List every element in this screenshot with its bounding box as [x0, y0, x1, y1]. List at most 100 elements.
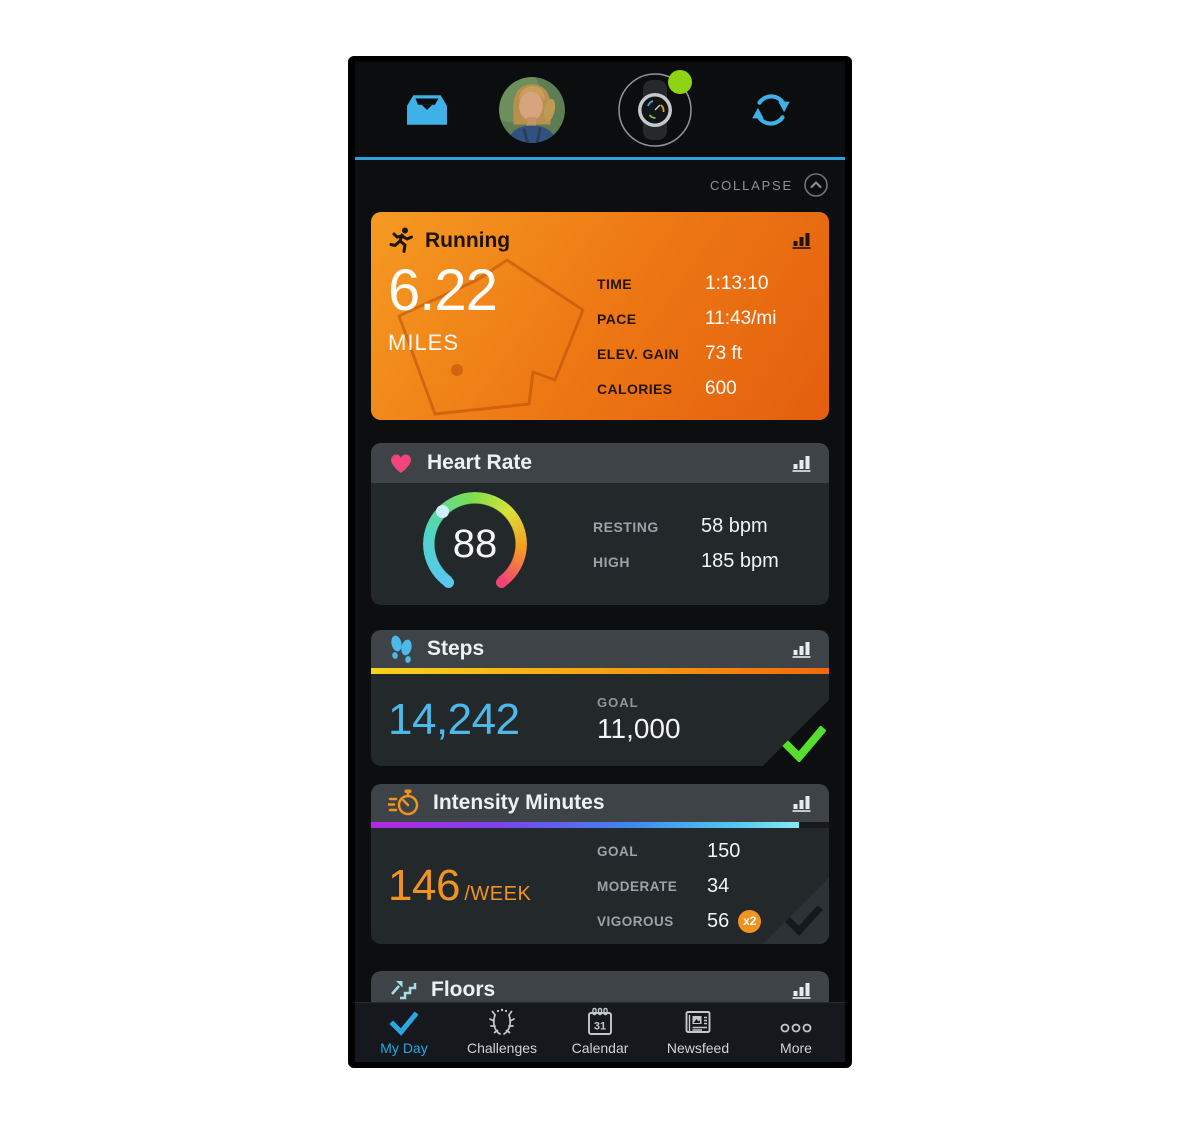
stat-label: RESTING	[593, 518, 659, 535]
heart-rate-card-title: Heart Rate	[427, 451, 533, 474]
double-credit-badge: x2	[738, 909, 762, 933]
intensity-details-button[interactable]	[792, 795, 812, 812]
stat-value: 600	[705, 377, 737, 399]
floors-climbed-icon	[391, 981, 417, 1000]
avatar-image	[499, 76, 566, 143]
steps-card-title: Steps	[427, 637, 485, 660]
heart-rate-card[interactable]: Heart Rate 88	[371, 443, 829, 605]
floors-card[interactable]: Floors	[371, 971, 829, 1002]
my-day-check-icon	[389, 1008, 419, 1036]
bar-chart-icon	[792, 233, 811, 249]
intensity-minutes-card[interactable]: Intensity Minutes 146 /WEEK	[371, 784, 829, 944]
stat-value: 58 bpm	[701, 515, 768, 537]
nav-label: My Day	[380, 1040, 428, 1056]
intensity-primary: 146 /WEEK	[388, 861, 597, 911]
app-screen: COLLAPSE	[355, 62, 845, 1062]
stat-row: VIGOROUS 56 x2	[597, 904, 762, 939]
floors-details-button[interactable]	[792, 982, 812, 999]
laurel-wreath-icon	[487, 1008, 517, 1036]
my-day-content: COLLAPSE	[355, 160, 845, 1002]
stat-value: 1:13:10	[705, 272, 769, 294]
newsfeed-icon	[683, 1008, 713, 1036]
collapse-button[interactable]: COLLAPSE	[710, 172, 829, 198]
running-card[interactable]: Running 6.22 MILES T	[371, 212, 829, 420]
stat-row: GOAL 150	[597, 834, 761, 869]
stat-value: 34	[707, 874, 730, 897]
bar-chart-icon	[792, 982, 811, 999]
bar-chart-icon	[792, 795, 811, 812]
inbox-button[interactable]	[406, 92, 448, 128]
stat-label: VIGOROUS	[597, 913, 674, 929]
running-details-button[interactable]	[792, 232, 812, 249]
steps-goal-block: GOAL 11,000	[597, 695, 681, 745]
watch-device-icon	[617, 69, 692, 147]
intensity-card-header: Intensity Minutes	[371, 784, 829, 822]
heart-rate-details-button[interactable]	[792, 455, 812, 472]
collapse-label: COLLAPSE	[709, 177, 793, 193]
stopwatch-icon	[388, 789, 419, 816]
stat-row: PACE 11:43/mi	[597, 301, 776, 336]
bar-chart-icon	[792, 455, 811, 472]
heart-icon	[391, 454, 411, 473]
steps-details-button[interactable]	[792, 641, 812, 658]
current-heart-rate: 88	[452, 521, 498, 566]
steps-progress-bar	[371, 668, 829, 674]
topbar-divider	[355, 157, 845, 160]
stat-label: ELEV. GAIN	[597, 345, 680, 362]
sync-button[interactable]	[748, 87, 794, 133]
heart-rate-gauge: 88	[423, 492, 527, 596]
nav-challenges[interactable]: Challenges	[453, 1003, 551, 1062]
profile-avatar[interactable]	[499, 76, 566, 143]
floors-card-title: Floors	[431, 978, 496, 1001]
topbar	[355, 62, 845, 157]
bottom-nav: My Day Challe	[355, 1002, 845, 1062]
intensity-card-title: Intensity Minutes	[433, 791, 605, 814]
running-stats: TIME 1:13:10 PACE 11:43/mi ELEV. GAIN 73…	[597, 260, 776, 406]
goal-value: 11,000	[597, 713, 681, 744]
stat-label: MODERATE	[597, 878, 678, 894]
stat-value: 185 bpm	[701, 550, 779, 572]
calendar-icon: 31	[585, 1007, 615, 1036]
stat-label: PACE	[597, 310, 637, 327]
steps-card[interactable]: Steps 14,242 GOAL 11,000	[371, 630, 829, 766]
stat-row: RESTING 58 bpm	[593, 509, 779, 544]
goal-label: GOAL	[597, 695, 639, 710]
calendar-day-number: 31	[594, 1021, 606, 1033]
heart-rate-stats: RESTING 58 bpm HIGH 185 bpm	[593, 509, 779, 579]
stat-value: 11:43/mi	[705, 307, 777, 329]
stat-row: CALORIES 600	[597, 371, 776, 406]
runner-icon	[389, 227, 413, 253]
running-card-body: 6.22 MILES TIME 1:13:10 PACE 11:43/mi	[371, 254, 829, 406]
stat-value: 73 ft	[705, 342, 742, 364]
stat-label: TIME	[597, 275, 633, 292]
intensity-progress-track	[371, 822, 829, 828]
chevron-up-circle-icon	[804, 173, 828, 197]
running-primary: 6.22 MILES	[388, 260, 597, 406]
intensity-card-body: 146 /WEEK GOAL 150 MODERATE 34	[371, 828, 829, 944]
notification-dot	[667, 69, 692, 94]
steps-card-header: Steps	[371, 630, 829, 668]
gauge-marker-dot	[435, 504, 449, 518]
stat-label: HIGH	[593, 553, 630, 570]
nav-label: Newsfeed	[666, 1040, 730, 1056]
more-dots-icon	[778, 1008, 814, 1036]
device-button[interactable]	[617, 69, 697, 150]
running-distance-value: 6.22	[388, 258, 498, 323]
intensity-count: 146	[388, 861, 460, 910]
sync-icon	[751, 93, 790, 126]
steps-count: 14,242	[388, 695, 520, 744]
nav-calendar[interactable]: 31 Calendar	[551, 1003, 649, 1062]
nav-label: Challenges	[466, 1040, 538, 1056]
nav-my-day[interactable]: My Day	[355, 1003, 453, 1062]
nav-newsfeed[interactable]: Newsfeed	[649, 1003, 747, 1062]
stat-row: MODERATE 34	[597, 869, 761, 904]
nav-label: More	[780, 1040, 812, 1056]
intensity-unit: /WEEK	[464, 883, 532, 905]
nav-more[interactable]: More	[747, 1003, 845, 1062]
intensity-progress-bar	[371, 822, 800, 828]
nav-label: Calendar	[571, 1040, 629, 1056]
bar-chart-icon	[792, 641, 811, 658]
heart-rate-card-header: Heart Rate	[371, 443, 829, 483]
goal-met-check-icon	[782, 726, 826, 762]
phone-frame: COLLAPSE	[348, 56, 852, 1068]
